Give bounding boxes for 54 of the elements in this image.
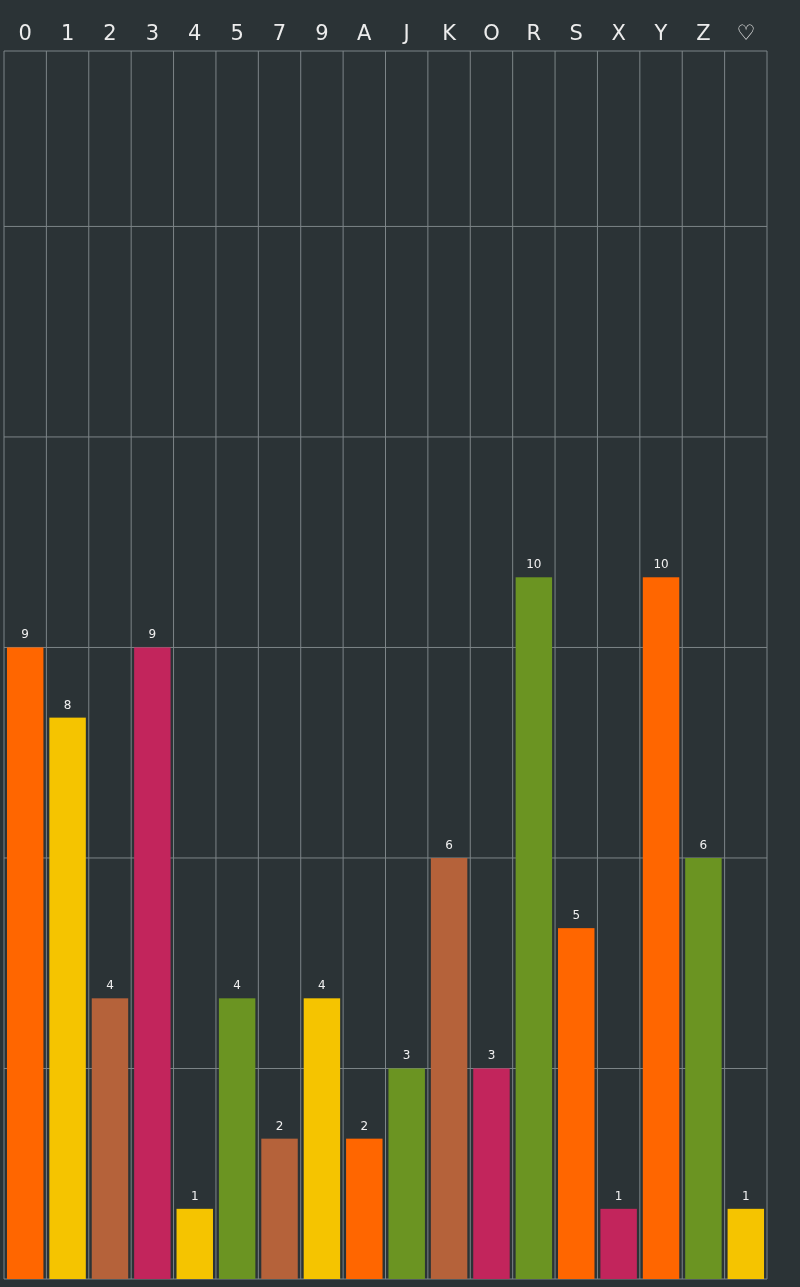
data-label: 2 bbox=[360, 1118, 369, 1133]
bar bbox=[49, 717, 86, 1279]
x-tick-label: O bbox=[483, 21, 500, 45]
bar bbox=[558, 928, 595, 1279]
data-label: 9 bbox=[21, 627, 30, 642]
x-tick-label: 9 bbox=[315, 21, 329, 45]
x-tick-label: 4 bbox=[188, 21, 202, 45]
bar bbox=[473, 1068, 510, 1279]
data-label: 1 bbox=[741, 1188, 750, 1203]
bar bbox=[176, 1208, 213, 1279]
bar bbox=[218, 998, 256, 1279]
bar bbox=[727, 1208, 765, 1279]
bar bbox=[346, 1138, 383, 1279]
bar bbox=[91, 998, 129, 1279]
x-tick-label: 7 bbox=[272, 21, 287, 45]
bar bbox=[261, 1138, 298, 1279]
x-tick-label: K bbox=[442, 21, 458, 45]
x-tick-label: 1 bbox=[60, 21, 75, 45]
x-tick-label: R bbox=[526, 21, 542, 45]
x-tick-label: 0 bbox=[18, 21, 32, 45]
x-tick-label: 2 bbox=[103, 21, 117, 45]
bar bbox=[600, 1208, 637, 1279]
x-tick-label: ♡ bbox=[736, 21, 756, 45]
data-label: 3 bbox=[487, 1048, 496, 1063]
data-label: 9 bbox=[148, 627, 157, 642]
data-label: 5 bbox=[572, 908, 581, 923]
data-label: 6 bbox=[699, 837, 708, 852]
bar bbox=[388, 1068, 425, 1279]
data-label: 10 bbox=[653, 557, 669, 572]
x-tick-label: A bbox=[357, 21, 373, 45]
data-label: 1 bbox=[614, 1188, 623, 1203]
data-label: 6 bbox=[445, 837, 453, 852]
data-label: 4 bbox=[106, 978, 114, 993]
bar bbox=[134, 647, 171, 1279]
x-tick-label: 5 bbox=[230, 21, 244, 45]
data-label: 3 bbox=[402, 1048, 411, 1063]
x-tick-label: J bbox=[401, 21, 410, 45]
bar bbox=[515, 577, 553, 1279]
bar bbox=[303, 998, 341, 1279]
x-tick-label: X bbox=[611, 21, 626, 45]
data-label: 2 bbox=[275, 1118, 284, 1133]
data-label: 1 bbox=[190, 1188, 199, 1203]
x-tick-label: S bbox=[569, 21, 583, 45]
data-label: 4 bbox=[233, 978, 241, 993]
data-label: 4 bbox=[318, 978, 326, 993]
bar bbox=[685, 857, 722, 1279]
bar bbox=[6, 647, 44, 1279]
x-tick-label: Z bbox=[696, 21, 711, 45]
data-label: 10 bbox=[526, 557, 542, 572]
x-tick-label: 3 bbox=[145, 21, 160, 45]
data-label: 8 bbox=[63, 697, 72, 712]
bar bbox=[642, 577, 680, 1279]
x-tick-label: Y bbox=[653, 21, 668, 45]
bar bbox=[430, 857, 468, 1279]
